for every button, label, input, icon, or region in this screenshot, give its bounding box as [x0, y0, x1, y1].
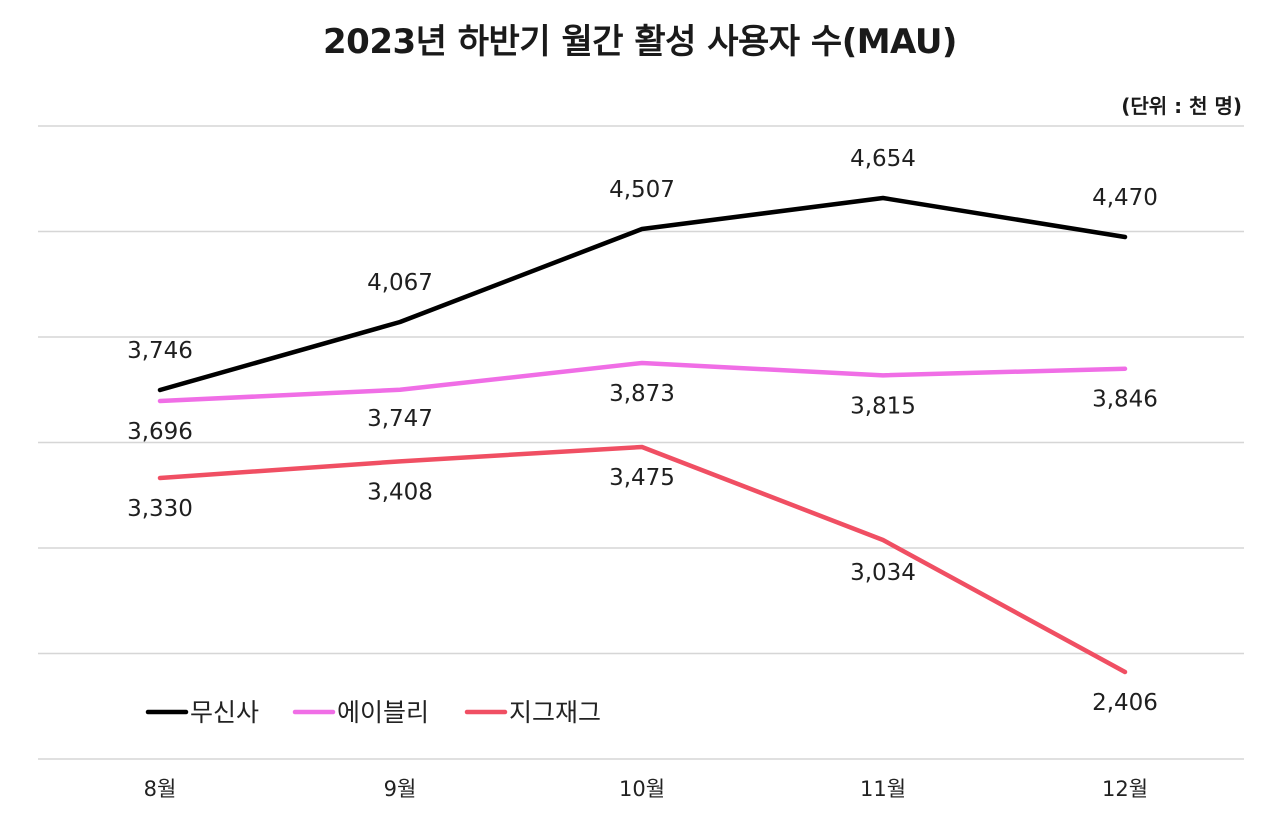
data-label: 3,034	[850, 560, 916, 586]
unit-label: (단위 : 천 명)	[1121, 94, 1242, 118]
legend-label: 지그재그	[509, 698, 601, 727]
legend: 무신사 에이블리 지그재그	[145, 698, 601, 727]
data-label: 4,067	[367, 270, 433, 296]
data-label: 3,746	[127, 338, 193, 364]
x-tick-label: 10월	[619, 777, 665, 801]
data-label: 3,408	[367, 479, 433, 505]
data-label: 3,696	[127, 419, 193, 445]
x-tick-label: 11월	[860, 777, 906, 801]
data-label: 3,815	[850, 393, 916, 419]
series-lines	[157, 195, 1128, 675]
legend-label: 무신사	[190, 698, 259, 727]
gridlines	[38, 125, 1244, 760]
data-label: 4,507	[609, 177, 675, 203]
data-label: 3,475	[609, 465, 675, 491]
data-label: 3,330	[127, 496, 193, 522]
data-label: 3,747	[367, 406, 433, 432]
data-label: 3,846	[1092, 387, 1158, 413]
x-tick-label: 12월	[1102, 777, 1148, 801]
x-tick-label: 9월	[384, 777, 417, 801]
x-tick-label: 8월	[144, 777, 177, 801]
data-label: 2,406	[1092, 690, 1158, 716]
data-label: 3,873	[609, 381, 675, 407]
chart-title: 2023년 하반기 월간 활성 사용자 수(MAU)	[323, 22, 957, 62]
data-label: 4,654	[850, 146, 916, 172]
data-label: 4,470	[1092, 185, 1158, 211]
legend-label: 에이블리	[337, 698, 429, 727]
x-axis-ticks: 8월 9월 10월 11월 12월	[144, 777, 1148, 801]
data-labels: 3,746 4,067 4,507 4,654 4,470 3,696 3,747 3,873…	[127, 146, 1158, 716]
